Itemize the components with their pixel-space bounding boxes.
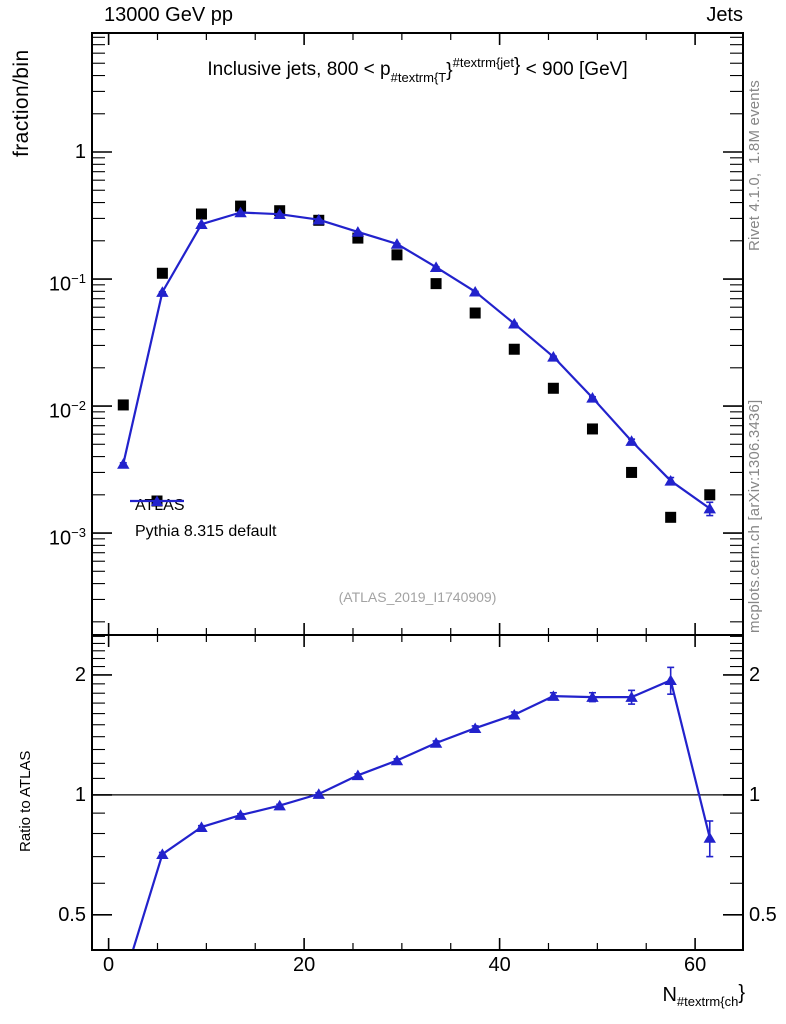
x-tick-label: 60 [683, 954, 707, 976]
mc-point-marker [312, 788, 325, 799]
main-panel-series [117, 200, 716, 523]
data-point-marker [117, 399, 129, 411]
watermark-label: (ATLAS_2019_I1740909) [338, 589, 497, 605]
title-subscript: #textrm{T [390, 70, 447, 85]
main-y-tick-label: 10−1 [48, 271, 86, 296]
data-point-marker [508, 343, 520, 355]
process-label: Jets [706, 4, 743, 26]
mc-point-marker [508, 708, 521, 720]
mc-point-marker [586, 691, 599, 702]
ratio-y-tick-label: 2 [74, 663, 86, 686]
data-point-marker [586, 423, 598, 435]
ratio-panel-frame [91, 634, 744, 951]
data-point-marker [391, 249, 403, 261]
data-point-marker [235, 200, 247, 212]
mc-point-marker [547, 351, 560, 362]
mc-point-marker [625, 691, 638, 702]
mc-point-marker [390, 238, 404, 249]
title-text-end: < 900 [GeV] [520, 59, 628, 80]
mc-point-marker [273, 208, 286, 219]
x-axis-symbol: N [662, 984, 677, 1006]
ratio-y-tick-label: 1 [74, 783, 86, 806]
plot-title: Inclusive jets, 800 < p#textrm{T}#textrm… [92, 55, 743, 85]
data-point-marker [156, 267, 168, 279]
mc-point-marker [351, 226, 365, 237]
mc-point-marker [664, 474, 677, 486]
beam-energy-label: 13000 GeV pp [104, 4, 233, 26]
mc-point-marker [117, 976, 129, 987]
x-tick-label: 0 [103, 954, 115, 976]
ratio-y-tick-label-right: 2 [749, 663, 761, 686]
data-point-marker [352, 232, 364, 244]
ratio-y-tick-label-right: 0.5 [749, 903, 777, 926]
ratio-panel-series [117, 666, 716, 987]
ratio-y-axis-title: Ratio to ATLAS [17, 750, 34, 852]
legend-label-pythia: Pythia 8.315 default [135, 523, 277, 540]
mc-point-marker [586, 392, 599, 403]
legend-item-pythia: Pythia 8.315 default [129, 495, 277, 545]
title-brace-close: } [514, 55, 521, 76]
mc-point-marker [703, 832, 716, 843]
x-tick-label: 20 [292, 954, 316, 976]
mc-point-marker [312, 213, 325, 225]
mc-point-marker [468, 285, 482, 297]
mc-curve [122, 211, 711, 510]
data-point-marker [704, 489, 716, 501]
mc-point-marker [429, 737, 443, 748]
main-y-tick-label: 10−3 [48, 525, 86, 550]
data-point-marker [469, 307, 481, 319]
mc-point-marker [351, 769, 365, 781]
mc-point-marker [273, 799, 286, 811]
title-brace: } [446, 60, 453, 81]
mc-point-marker [664, 674, 677, 686]
mc-curve [131, 679, 711, 950]
data-point-marker [195, 208, 207, 220]
mc-point-marker [156, 286, 169, 297]
mc-point-marker [234, 809, 247, 820]
mc-point-marker [195, 821, 208, 832]
mcplots-note: mcplots.cern.ch [arXiv:1306.3436] [746, 399, 763, 633]
mc-point-marker [234, 206, 247, 218]
mc-point-marker [508, 317, 521, 329]
x-axis-title: N#textrm{ch} [662, 982, 745, 1009]
main-y-tick-label: 1 [74, 141, 86, 163]
main-y-axis-title: fraction/bin [10, 49, 33, 157]
pythia-line-triangle-marker-icon [130, 495, 184, 506]
axis-ticks [92, 33, 743, 950]
data-point-marker [430, 278, 442, 290]
mc-point-marker [195, 218, 208, 230]
legend: ATLAS Pythia 8.315 default [129, 493, 276, 545]
data-point-marker [547, 382, 559, 394]
x-axis-brace: } [738, 982, 745, 1004]
data-point-marker [626, 466, 638, 478]
rivet-version-note: Rivet 4.1.0, 1.8M events [746, 80, 763, 251]
mc-point-marker [468, 722, 482, 734]
ratio-y-tick-label-right: 1 [749, 783, 761, 806]
title-text: Inclusive jets, 800 < p [207, 59, 391, 80]
mc-point-marker [547, 690, 560, 701]
x-axis-subscript: #textrm{ch [676, 994, 739, 1009]
mc-point-marker [117, 458, 130, 469]
mc-point-marker [625, 435, 638, 446]
mc-point-marker [703, 502, 716, 514]
mc-point-marker [429, 261, 443, 272]
main-y-tick-label: 10−2 [48, 398, 86, 423]
data-point-marker [665, 511, 677, 523]
title-superscript: #textrm{jet [452, 55, 515, 70]
mc-point-marker [390, 754, 404, 766]
mc-point-marker [156, 848, 169, 859]
ratio-y-tick-label: 0.5 [58, 903, 86, 926]
x-tick-label: 40 [488, 954, 511, 976]
